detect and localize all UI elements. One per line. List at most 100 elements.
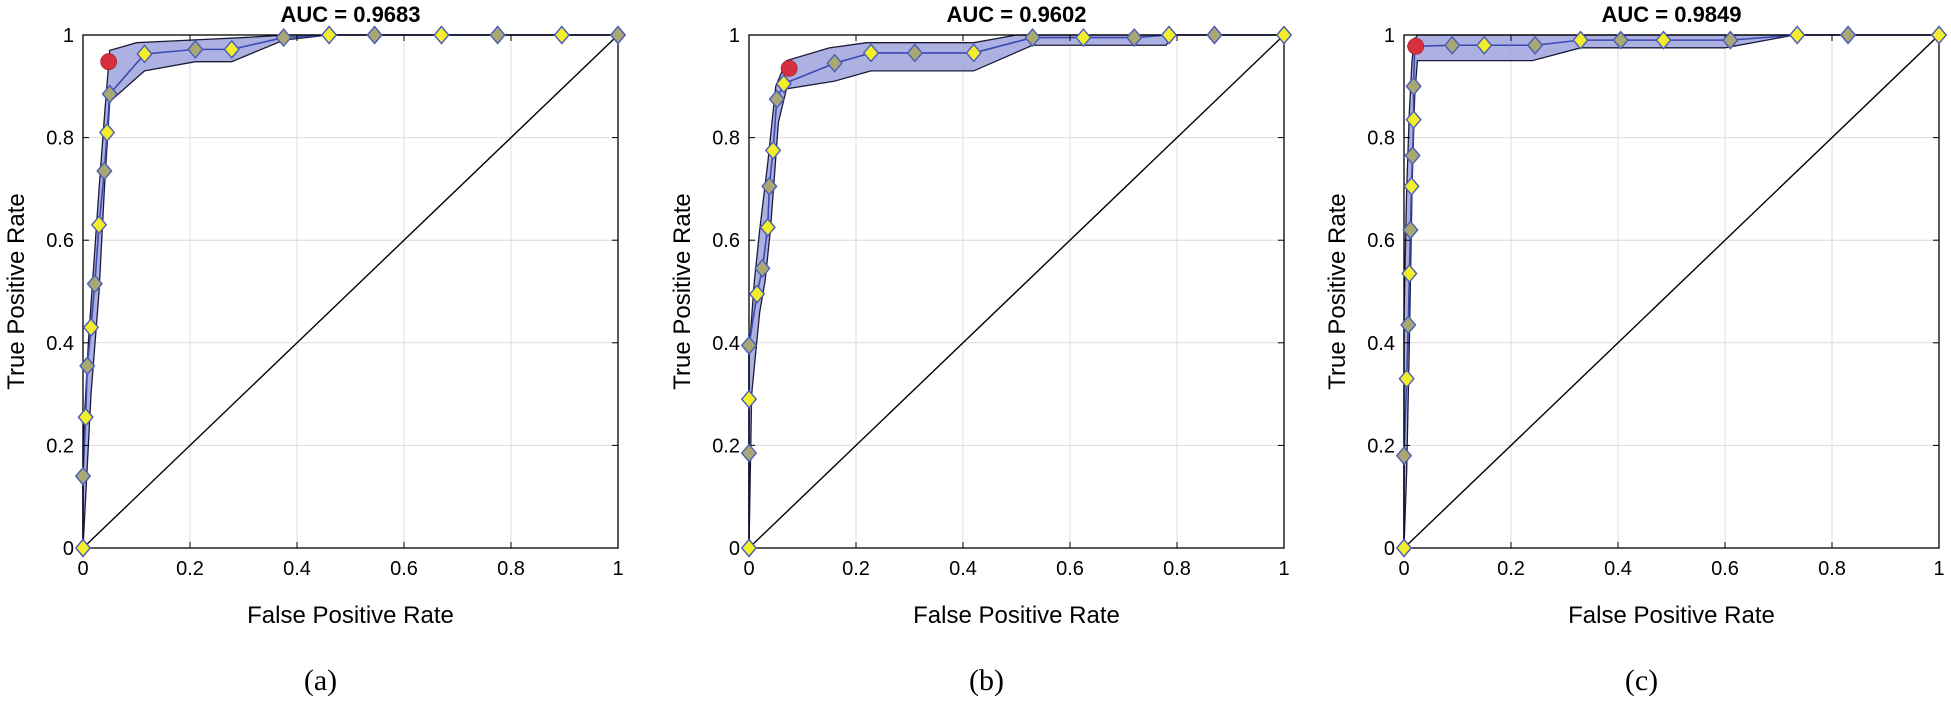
y-tick-label: 0.6	[46, 230, 74, 252]
x-tick-label: 1	[1933, 558, 1944, 580]
roc-point-marker	[1075, 27, 1092, 48]
roc-point-marker	[1400, 315, 1417, 335]
roc-point-marker	[223, 39, 240, 59]
roc-point-marker	[1526, 35, 1544, 55]
band-lower-edge	[748, 34, 1284, 549]
panel-caption: (c)	[1625, 664, 1658, 697]
roc-point-marker	[1722, 30, 1739, 50]
roc-point-marker	[74, 466, 92, 486]
roc-point-marker	[320, 25, 338, 45]
roc-point-marker	[1839, 25, 1857, 45]
y-axis-label: True Positive Rate	[3, 193, 30, 390]
chance-diagonal	[1403, 34, 1940, 549]
y-tick-label: 0	[729, 538, 740, 560]
panel-caption: (a)	[304, 664, 337, 697]
roc-point-marker	[101, 84, 118, 104]
roc-point-marker	[965, 43, 982, 63]
y-tick-label: 1	[729, 25, 740, 47]
y-tick-label: 1	[63, 25, 74, 47]
y-tick-label: 0.8	[712, 128, 740, 150]
roc-point-marker	[1024, 27, 1041, 48]
optimal-point-marker	[780, 59, 798, 77]
roc-point-marker	[1275, 25, 1293, 45]
roc-point-marker	[86, 274, 103, 294]
y-tick-label: 0.8	[46, 128, 74, 150]
roc-point-marker	[1126, 27, 1143, 48]
x-tick-label: 0.4	[949, 558, 977, 580]
axes-box	[748, 34, 1285, 549]
x-tick-label: 0.8	[497, 558, 525, 580]
roc-point-marker	[740, 443, 758, 463]
roc-point-marker	[768, 89, 785, 109]
x-tick-label: 0.6	[1056, 558, 1084, 580]
roc-point-marker	[1444, 35, 1461, 55]
x-tick-label: 0	[743, 558, 754, 580]
x-axis-label: False Positive Rate	[913, 602, 1120, 629]
roc-point-marker	[1612, 30, 1629, 50]
roc-point-marker	[82, 317, 100, 337]
roc-point-marker	[433, 25, 450, 45]
chart-title: AUC = 0.9849	[1601, 2, 1741, 27]
roc-point-marker	[1655, 30, 1672, 50]
y-tick-label: 0.4	[46, 333, 74, 355]
roc-point-marker	[1402, 220, 1419, 240]
roc-point-marker	[1395, 446, 1413, 466]
y-tick-label: 0.8	[1367, 128, 1395, 150]
roc-point-marker	[740, 538, 758, 558]
roc-point-marker	[1405, 110, 1422, 130]
x-tick-label: 0.4	[1604, 558, 1632, 580]
y-tick-label: 0.2	[1367, 435, 1395, 457]
roc-point-marker	[761, 176, 778, 196]
roc-point-marker	[74, 538, 92, 558]
y-tick-label: 0.6	[712, 230, 740, 252]
roc-point-marker	[275, 27, 292, 48]
y-axis-label: True Positive Rate	[1324, 193, 1351, 390]
roc-point-marker	[77, 407, 94, 427]
roc-point-marker	[1206, 25, 1223, 45]
x-tick-label: 0.6	[1711, 558, 1739, 580]
x-tick-label: 0	[77, 558, 88, 580]
x-axis-label: False Positive Rate	[247, 602, 454, 629]
roc-point-marker	[609, 25, 627, 45]
roc-point-marker	[906, 43, 923, 63]
x-tick-label: 0.2	[176, 558, 204, 580]
x-tick-label: 0.8	[1818, 558, 1846, 580]
roc-panel-2: 0 0.2 0.4 0.6 0.8 1 0 0.2 0.4 0.6 0.8 1 AUC = 0.9849…	[1324, 2, 1948, 697]
roc-point-marker	[862, 43, 880, 63]
chance-diagonal	[82, 34, 619, 549]
roc-panel-0: 0 0.2 0.4 0.6 0.8 1 0 0.2 0.4 0.6 0.8 1 AUC = 0.9683…	[3, 2, 627, 697]
x-axis-label: False Positive Rate	[1568, 602, 1775, 629]
y-tick-label: 0.4	[712, 333, 740, 355]
axes-box	[82, 34, 619, 549]
y-tick-label: 0.2	[46, 435, 74, 457]
roc-point-marker	[98, 122, 116, 143]
roc-point-marker	[740, 389, 758, 409]
optimal-point-marker	[100, 53, 118, 71]
roc-point-marker	[1395, 538, 1413, 558]
chance-diagonal	[748, 34, 1285, 549]
roc-point-marker	[136, 44, 153, 64]
x-tick-label: 0.4	[283, 558, 311, 580]
chart-title: AUC = 0.9683	[280, 2, 420, 27]
x-tick-label: 0	[1398, 558, 1409, 580]
y-tick-label: 1	[1384, 25, 1395, 47]
panel-caption: (b)	[969, 664, 1004, 697]
roc-point-marker	[740, 335, 758, 355]
roc-point-marker	[366, 25, 383, 45]
x-tick-label: 0.6	[390, 558, 418, 580]
roc-point-marker	[1405, 76, 1422, 96]
y-tick-label: 0.2	[712, 435, 740, 457]
roc-point-marker	[759, 217, 776, 237]
y-tick-label: 0	[1384, 538, 1395, 560]
roc-point-marker	[79, 356, 96, 376]
roc-point-marker	[489, 25, 506, 45]
y-tick-label: 0.4	[1367, 333, 1395, 355]
roc-point-marker	[748, 284, 766, 304]
x-tick-label: 0.8	[1163, 558, 1191, 580]
roc-point-marker	[1403, 176, 1420, 196]
roc-point-marker	[764, 140, 782, 161]
roc-point-marker	[187, 39, 204, 59]
x-tick-label: 0.2	[1497, 558, 1525, 580]
